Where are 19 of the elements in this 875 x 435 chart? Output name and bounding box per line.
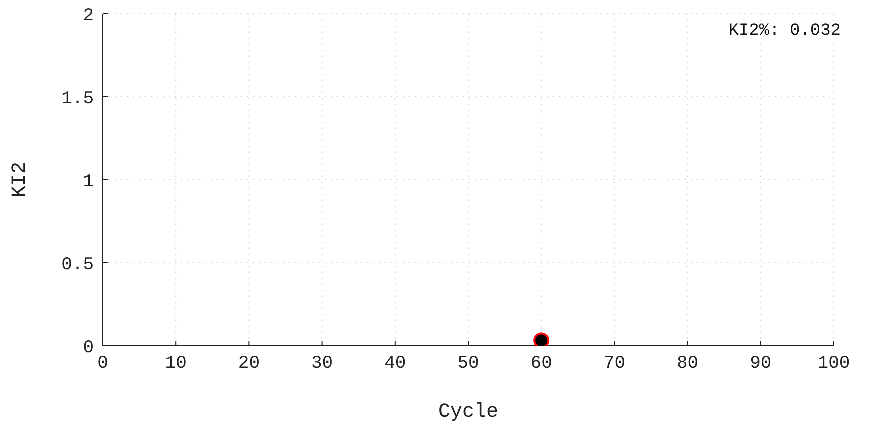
x-tick-label: 80 (676, 354, 699, 374)
x-tick-label: 0 (98, 354, 108, 374)
y-tick-label: 2 (83, 6, 94, 26)
y-axis-title: KI2 (9, 162, 32, 198)
x-tick-label: 100 (818, 354, 850, 374)
x-tick-label: 90 (750, 354, 772, 374)
x-tick-label: 30 (311, 354, 334, 374)
x-tick-label: 50 (458, 354, 480, 374)
x-axis-title: Cycle (438, 401, 499, 424)
x-tick-label: 70 (604, 354, 626, 374)
y-tick-label: 1.5 (62, 89, 94, 110)
annotation: KI2%: 0.032 (726, 22, 843, 41)
x-tick-label: 20 (238, 354, 260, 374)
y-tick-label: 0 (83, 338, 94, 358)
x-tick-label: 10 (165, 354, 187, 374)
y-tick-label: 0.5 (62, 255, 94, 276)
x-tick-label: 40 (384, 354, 406, 374)
x-tick-label: 60 (530, 354, 552, 374)
y-tick-label: 1 (83, 172, 94, 192)
